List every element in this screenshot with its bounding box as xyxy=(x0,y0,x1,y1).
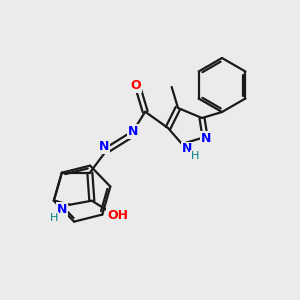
Text: H: H xyxy=(50,213,58,223)
Text: N: N xyxy=(98,140,109,153)
Text: H: H xyxy=(191,151,199,161)
Text: N: N xyxy=(201,131,211,145)
Text: N: N xyxy=(128,125,139,138)
Text: OH: OH xyxy=(107,209,128,222)
Text: O: O xyxy=(130,79,141,92)
Text: N: N xyxy=(182,142,192,155)
Text: N: N xyxy=(57,203,67,216)
